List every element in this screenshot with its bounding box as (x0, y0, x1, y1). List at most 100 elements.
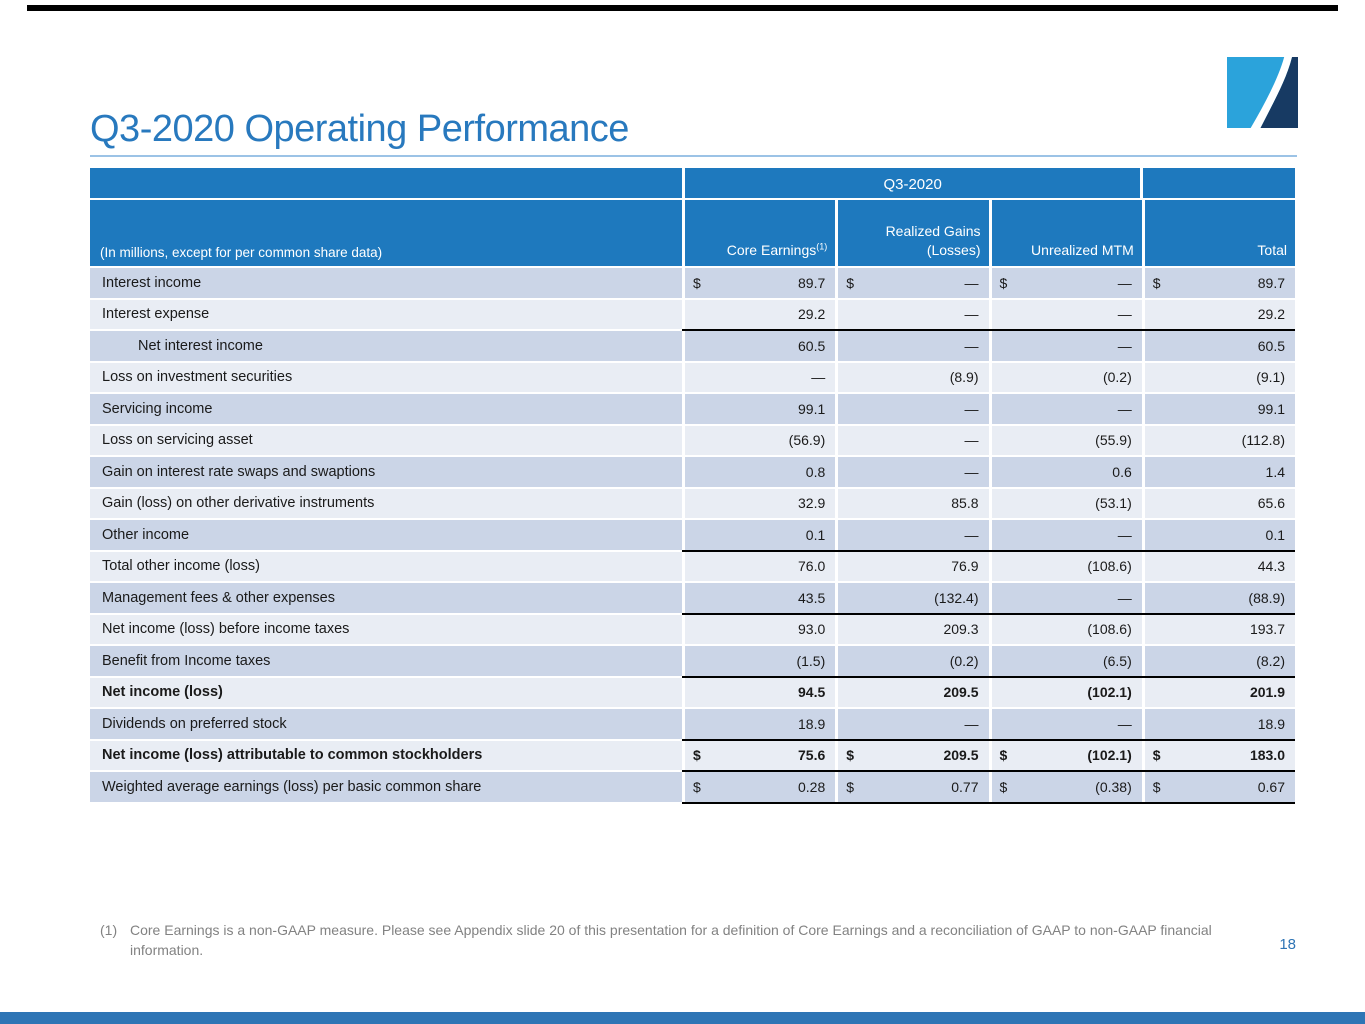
cell-value: 201.9 (1249, 684, 1285, 701)
row-label: Servicing income (90, 394, 682, 424)
value-cell: 44.3 (1141, 551, 1295, 581)
value-cell: 18.9 (1141, 709, 1295, 739)
cell-value: 1.4 (1265, 463, 1285, 480)
value-cell: $ (102.1) (988, 740, 1142, 770)
table-row: Loss on servicing asset (56.9) — (55.9) (112… (90, 425, 1295, 455)
value-cell: $0.28 (682, 772, 836, 802)
row-label: Weighted average earnings (loss) per bas… (90, 772, 682, 802)
value-cell: 60.5 (682, 331, 836, 361)
column-header-label: Core Earnings (726, 242, 817, 259)
footnote-text: Core Earnings is a non-GAAP measure. Ple… (130, 922, 1212, 959)
value-cell: 94.5 (682, 677, 836, 707)
value-cell: — (835, 709, 989, 739)
value-cell: 0.1 (682, 520, 836, 550)
row-values-group: 76.0 76.9 (108.6) 44.3 (682, 551, 1295, 581)
top-border-bar (27, 5, 1338, 11)
value-cell: (132.4) (835, 583, 989, 613)
cell-value: (112.8) (1241, 432, 1285, 449)
value-cell: (108.6) (988, 614, 1142, 644)
cell-value: 29.2 (1257, 306, 1285, 323)
table-row: Dividends on preferred stock 18.9 — — 18.9 (90, 709, 1295, 740)
value-cell: — (988, 583, 1142, 613)
cell-value: 99.1 (1257, 400, 1285, 417)
cell-value: (108.6) (1087, 558, 1132, 575)
dollar-sign: $ (693, 778, 701, 795)
row-label: Net income (loss) before income taxes (90, 614, 682, 644)
cell-value: (9.1) (1256, 369, 1285, 386)
dollar-sign: $ (846, 747, 855, 764)
value-cell: (88.9) (1141, 583, 1295, 613)
value-cell: (6.5) (988, 646, 1142, 676)
column-header-unrealized-mtm: Unrealized MTM (988, 200, 1142, 266)
cell-value: 0.6 (1112, 463, 1132, 480)
row-label: Dividends on preferred stock (90, 709, 682, 739)
column-header-realized-gains: Realized Gains (Losses) (835, 200, 989, 266)
value-cell: 209.5 (835, 677, 989, 707)
value-cell: 60.5 (1141, 331, 1295, 361)
table-column-header-row: (In millions, except for per common shar… (90, 200, 1295, 266)
cell-value: 60.5 (1257, 337, 1285, 354)
dollar-sign: $ (846, 778, 855, 795)
cell-value: 29.2 (798, 306, 826, 323)
row-values-group: 93.0 209.3 (108.6) 193.7 (682, 614, 1295, 644)
cell-value: 183.0 (1249, 747, 1285, 764)
cell-value: 89.7 (798, 274, 826, 291)
cell-value: (53.1) (1095, 495, 1132, 512)
table-row: Net income (loss) 94.5 209.5 (102.1) 201.9 (90, 677, 1295, 707)
table-row: Net income (loss) attributable to common… (90, 740, 1295, 772)
group-header-empty-right (1140, 168, 1295, 198)
value-cell: (0.2) (835, 646, 989, 676)
row-values-group: $0.28 $0.77 $ (0.38) $0.67 (682, 772, 1295, 803)
value-cell: $209.5 (835, 740, 989, 770)
cell-value: 75.6 (798, 747, 826, 764)
value-cell: (102.1) (988, 677, 1142, 707)
row-label: Loss on servicing asset (90, 425, 682, 455)
value-cell: $75.6 (682, 740, 836, 770)
value-cell: (56.9) (682, 425, 836, 455)
value-cell: — (988, 331, 1142, 361)
value-cell: 0.8 (682, 457, 836, 487)
cell-value: 99.1 (798, 400, 826, 417)
footnote-superscript: (1) (816, 241, 828, 252)
operating-performance-table: Q3-2020 (In millions, except for per com… (90, 168, 1295, 804)
cell-value: (1.5) (796, 652, 826, 669)
cell-value: (55.9) (1095, 432, 1132, 449)
value-cell: $ — (835, 268, 989, 298)
value-cell: 99.1 (1141, 394, 1295, 424)
row-values-group: 18.9 — — 18.9 (682, 709, 1295, 740)
value-cell: 93.0 (682, 614, 836, 644)
cell-value: (102.1) (1087, 684, 1132, 701)
column-header-total: Total (1141, 200, 1295, 266)
row-label: Net income (loss) (90, 677, 682, 707)
table-row: Total other income (loss) 76.0 76.9 (108.6)… (90, 551, 1295, 581)
cell-value: (88.9) (1248, 589, 1285, 606)
value-cell: $ (0.38) (988, 772, 1142, 802)
title-divider (90, 155, 1297, 157)
cell-value: 18.9 (798, 715, 826, 732)
table-row: Interest income $89.7 $ — $ — $89.7 (90, 268, 1295, 298)
row-label: Net interest income (90, 331, 682, 361)
cell-value: — (1117, 526, 1132, 543)
group-header-quarter: Q3-2020 (682, 168, 1141, 198)
value-cell: 18.9 (682, 709, 836, 739)
row-values-group: 99.1 — — 99.1 (682, 394, 1295, 424)
cell-value: (0.2) (949, 652, 979, 669)
row-label: Gain on interest rate swaps and swaption… (90, 457, 682, 487)
cell-value: (8.2) (1256, 652, 1285, 669)
value-cell: — (835, 331, 989, 361)
cell-value: 94.5 (798, 684, 826, 701)
value-cell: 29.2 (682, 299, 836, 329)
cell-value: — (964, 400, 979, 417)
row-label: Loss on investment securities (90, 362, 682, 392)
cell-value: (108.6) (1087, 621, 1132, 638)
cell-value: 89.7 (1257, 274, 1285, 291)
cell-value: 209.3 (943, 621, 979, 638)
row-values-group: 43.5 (132.4) — (88.9) (682, 583, 1295, 614)
dollar-sign: $ (1152, 778, 1161, 795)
cell-value: (0.38) (1095, 778, 1132, 795)
cell-value: — (1117, 306, 1132, 323)
value-cell: (53.1) (988, 488, 1142, 518)
row-label: Net income (loss) attributable to common… (90, 740, 682, 770)
row-values-group: 60.5 — — 60.5 (682, 331, 1295, 361)
value-cell: $183.0 (1141, 740, 1295, 770)
